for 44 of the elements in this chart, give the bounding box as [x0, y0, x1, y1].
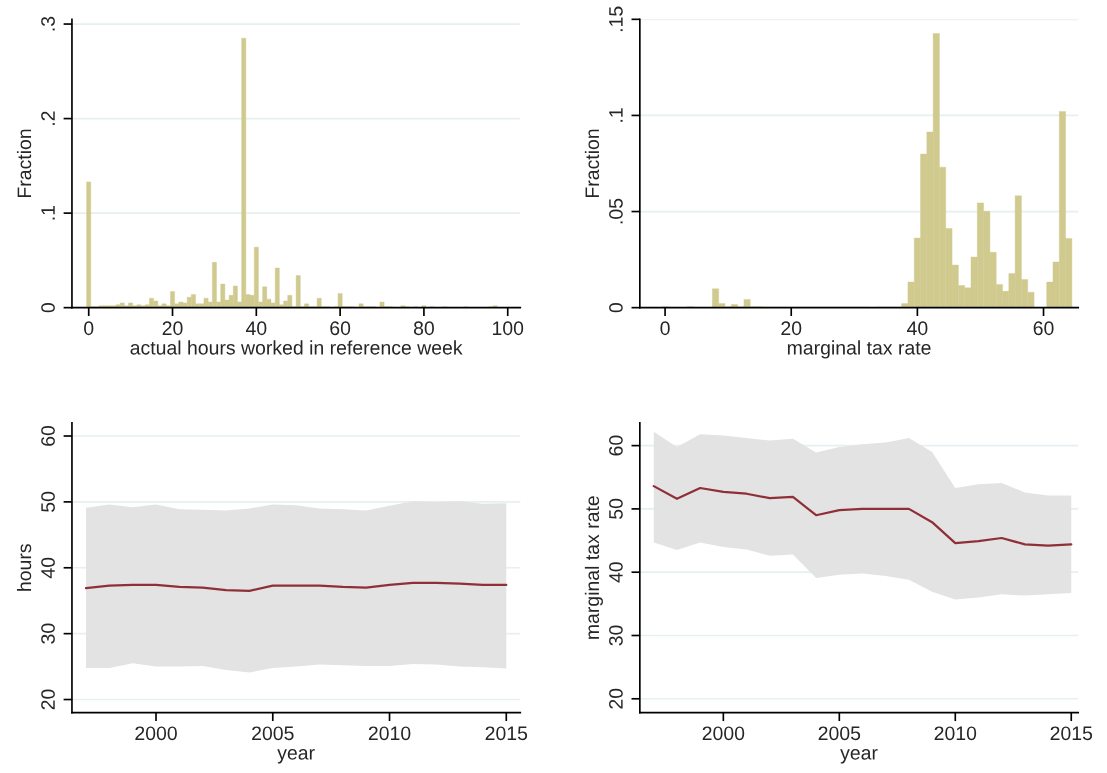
y-tick-label: .1 [41, 205, 55, 220]
x-tick-label: 2010 [934, 726, 977, 741]
y-tick-label: 30 [609, 625, 623, 646]
y-tick-label: .15 [609, 6, 623, 32]
x-tick-label: 2005 [252, 726, 294, 741]
x-tick-label: 2005 [818, 726, 861, 741]
y-tick-label: 50 [609, 498, 623, 519]
x-axis-title: marginal tax rate [787, 340, 931, 359]
y-tick-label: 20 [41, 689, 55, 710]
y-tick-label: 0 [41, 303, 55, 313]
x-tick-label: 60 [1033, 321, 1054, 336]
x-tick-label: 60 [330, 321, 351, 336]
y-axis-title: marginal tax rate [584, 496, 603, 639]
y-axis-title: Fraction [584, 129, 600, 198]
y-tick-label: .1 [609, 108, 623, 122]
x-tick-label: 2010 [368, 726, 411, 741]
x-axis-title: year [840, 749, 878, 764]
x-tick-label: 2015 [1050, 726, 1093, 741]
y-tick-label: 60 [41, 425, 55, 446]
y-tick-label: 0 [609, 303, 623, 313]
y-tick-label: 40 [609, 562, 623, 583]
x-tick-label: 40 [245, 321, 267, 336]
y-tick-label: .2 [41, 111, 55, 125]
x-tick-label: 0 [660, 321, 670, 336]
x-tick-label: 80 [413, 321, 434, 336]
x-tick-label: 40 [907, 321, 928, 336]
y-tick-label: 40 [41, 557, 55, 579]
x-tick-label: 2000 [702, 726, 745, 741]
x-tick-label: 2015 [485, 726, 528, 741]
x-tick-label: 2000 [135, 726, 177, 741]
x-tick-label: 20 [162, 321, 183, 336]
x-axis-title: year [277, 749, 315, 764]
y-axis-title: hours [16, 544, 32, 591]
y-tick-label: .3 [41, 16, 55, 31]
y-tick-label: 60 [609, 435, 623, 456]
y-axis-title: Fraction [16, 129, 32, 198]
y-tick-label: 20 [609, 688, 623, 709]
x-tick-label: 100 [492, 321, 524, 336]
x-tick-label: 20 [781, 321, 802, 336]
x-tick-label: 0 [84, 321, 94, 336]
y-tick-label: 30 [41, 623, 55, 644]
y-tick-label: .05 [609, 198, 623, 224]
y-tick-label: 50 [41, 491, 55, 512]
x-axis-title: actual hours worked in reference week [130, 340, 463, 355]
